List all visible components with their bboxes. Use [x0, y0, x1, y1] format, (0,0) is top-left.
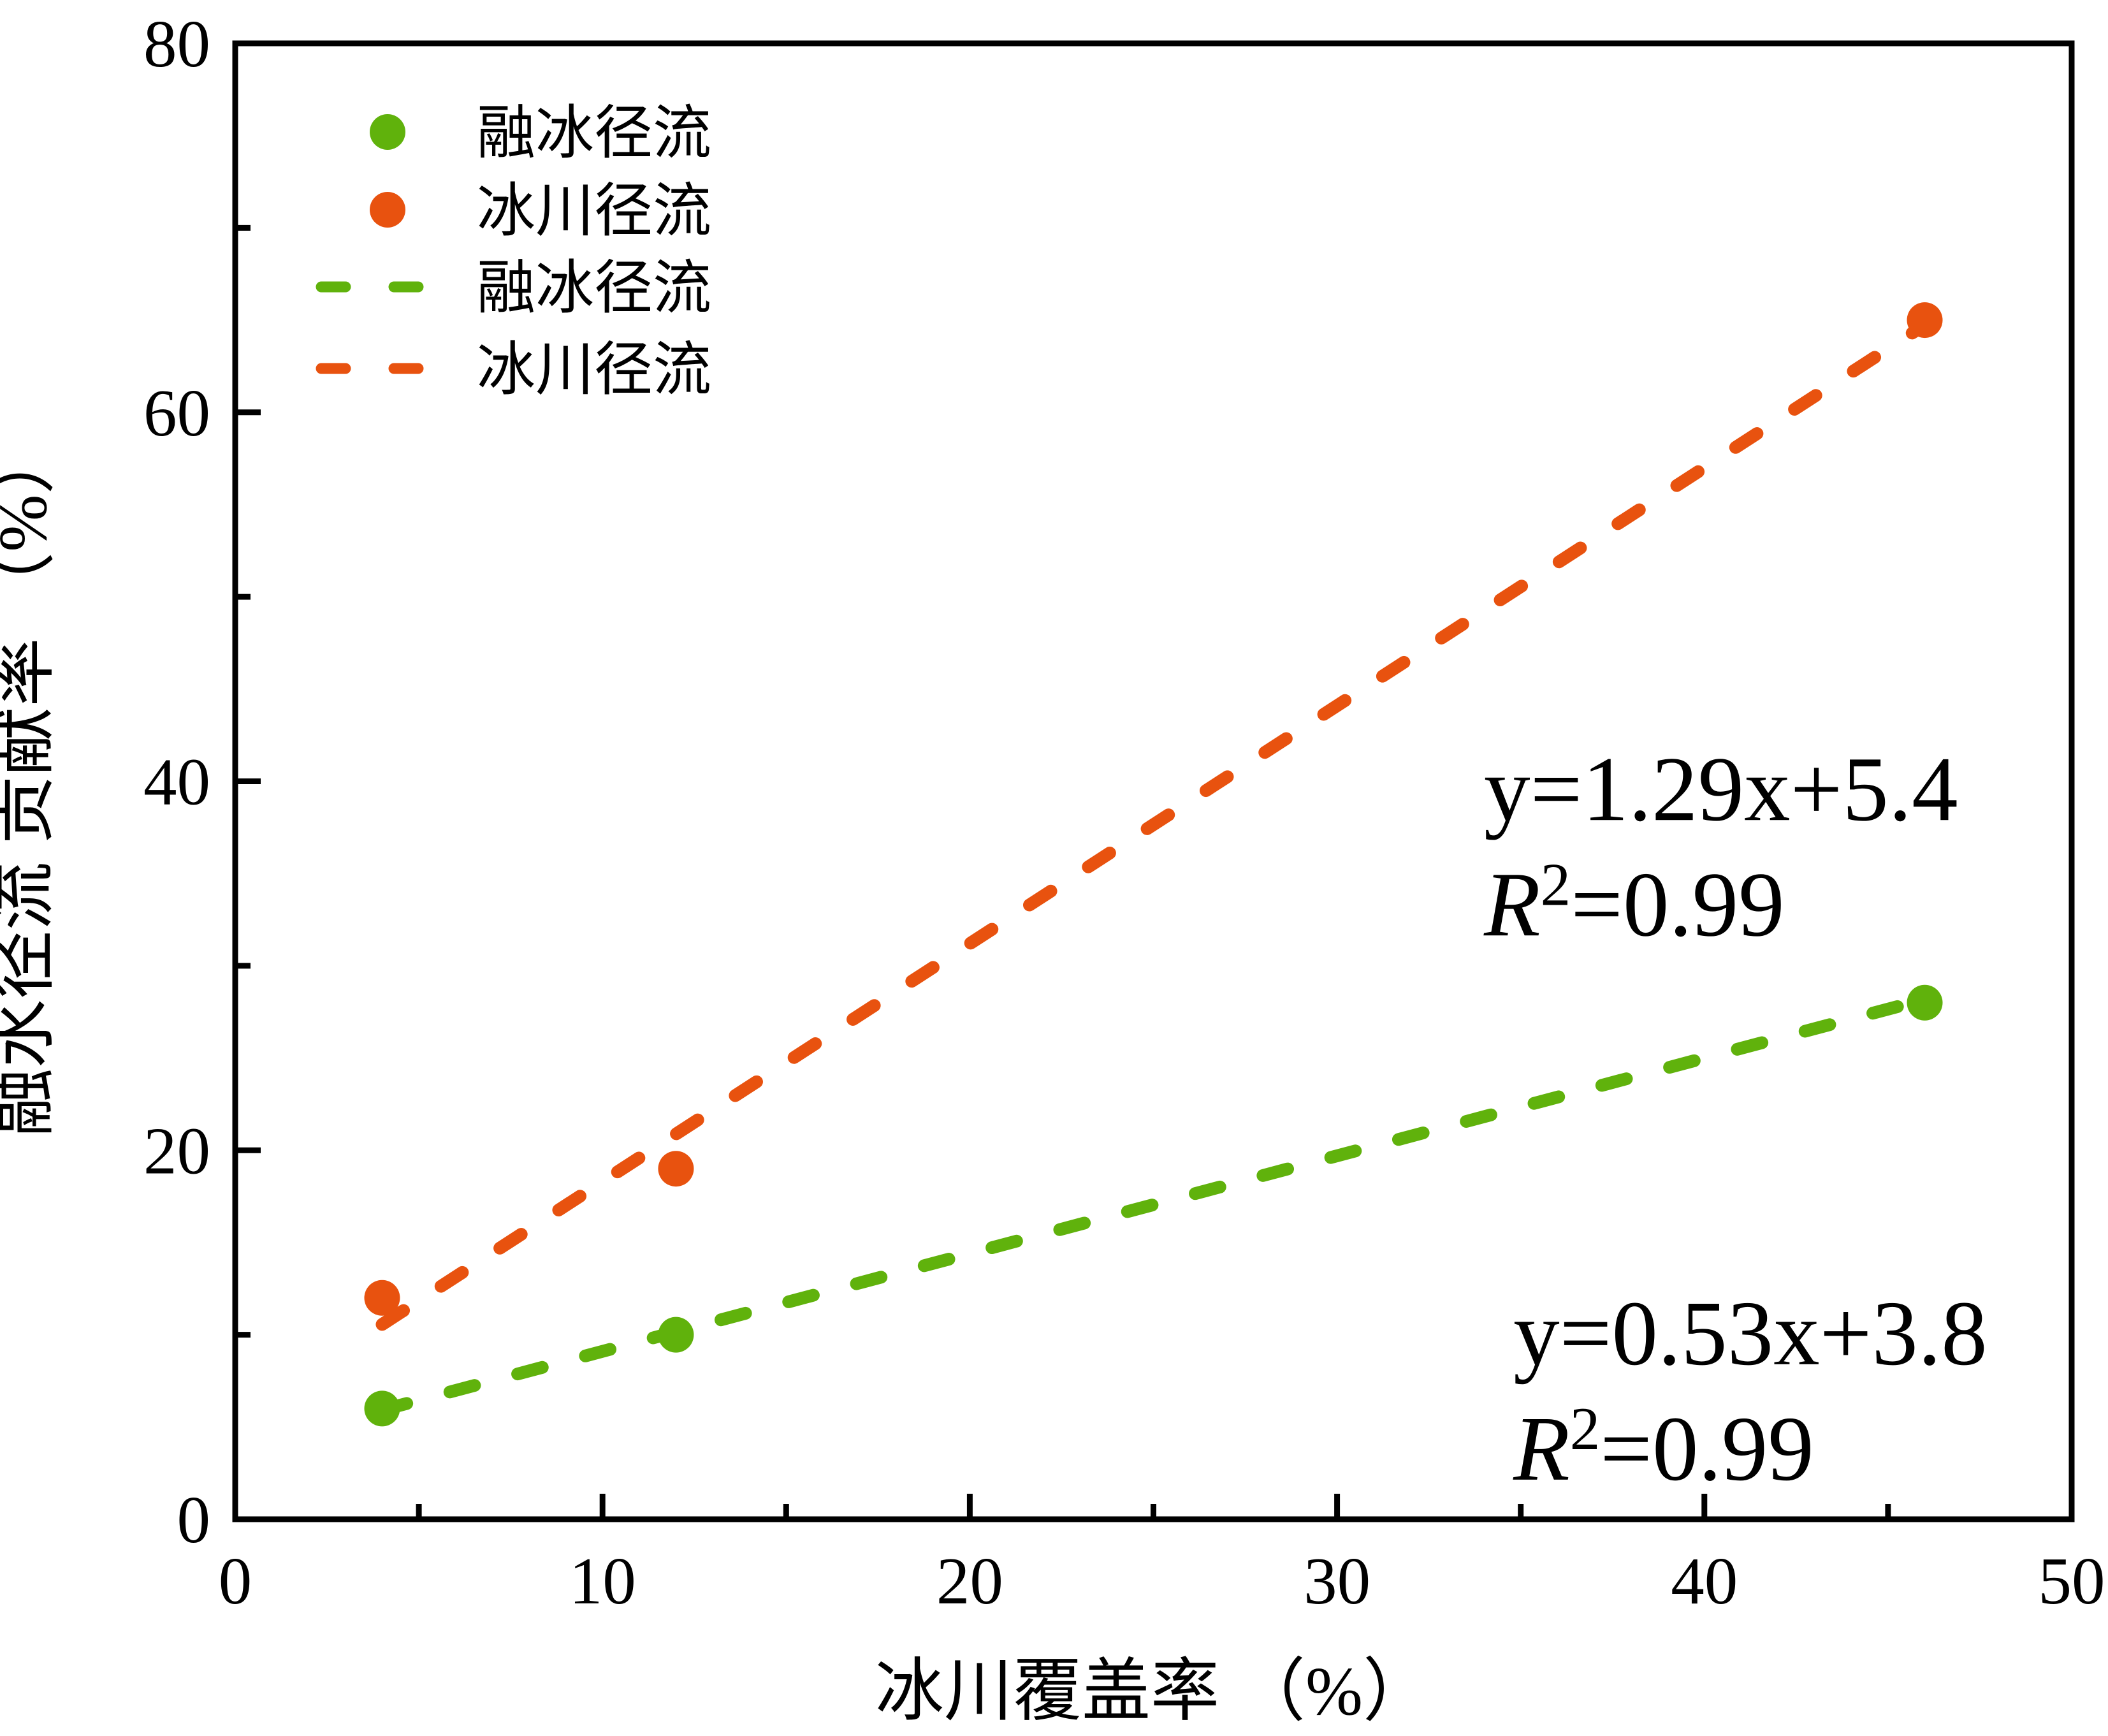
equation-text: y=0.53x+3.8 — [1513, 1283, 1988, 1385]
scatter-point — [364, 1390, 400, 1427]
legend-item: 冰川径流 — [370, 179, 711, 244]
y-tick-label: 60 — [143, 376, 210, 450]
x-tick-label: 40 — [1671, 1543, 1738, 1618]
legend-dot-icon — [370, 192, 405, 228]
x-tick-label: 10 — [569, 1543, 636, 1618]
x-tick-label: 50 — [2039, 1543, 2105, 1618]
scatter-point — [658, 1151, 694, 1187]
scatter-point — [658, 1317, 694, 1353]
legend-item-label: 融冰径流 — [477, 101, 711, 166]
legend-item: 冰川径流 — [316, 337, 711, 402]
equation-annotation-0: y=1.29x+5.4R2=0.99 — [1483, 738, 1958, 956]
y-tick-label: 40 — [143, 745, 210, 819]
x-tick-label: 20 — [936, 1543, 1003, 1618]
y-tick-label: 20 — [143, 1113, 210, 1188]
series-0-points — [364, 984, 1943, 1427]
x-axis-title: 冰川覆盖率 （%） — [875, 1654, 1432, 1730]
legend-item-label: 冰川径流 — [477, 337, 711, 402]
series-1-trendline — [375, 318, 1931, 1331]
series-1-points — [364, 302, 1943, 1316]
legend-item-label: 融冰径流 — [477, 256, 711, 321]
x-tick-label: 30 — [1304, 1543, 1370, 1618]
legend-item: 融冰径流 — [316, 256, 711, 321]
series-0-trendline — [375, 993, 1931, 1417]
r-squared-text: R2=0.99 — [1483, 850, 1785, 956]
legend-dot-icon — [370, 114, 405, 150]
scatter-point — [1907, 302, 1943, 339]
r-squared-text: R2=0.99 — [1513, 1395, 1814, 1500]
equation-text: y=1.29x+5.4 — [1484, 738, 1958, 840]
scatter-point — [1907, 984, 1943, 1021]
plot-area-border — [232, 40, 2075, 1522]
legend-item-label: 冰川径流 — [477, 179, 711, 244]
equation-annotation-1: y=0.53x+3.8R2=0.99 — [1513, 1283, 1988, 1500]
y-axis: 0 20 40 60 80 — [143, 6, 261, 1557]
x-axis: 0 10 20 30 40 50 — [219, 1494, 2105, 1618]
x-tick-label: 0 — [219, 1543, 252, 1618]
y-tick-label: 0 — [177, 1482, 211, 1557]
legend-item: 融冰径流 — [370, 101, 711, 166]
y-tick-label: 80 — [143, 6, 210, 81]
scatter-point — [364, 1280, 400, 1316]
y-axis-title: 融水径流 贡献率 （%） — [0, 426, 61, 1137]
